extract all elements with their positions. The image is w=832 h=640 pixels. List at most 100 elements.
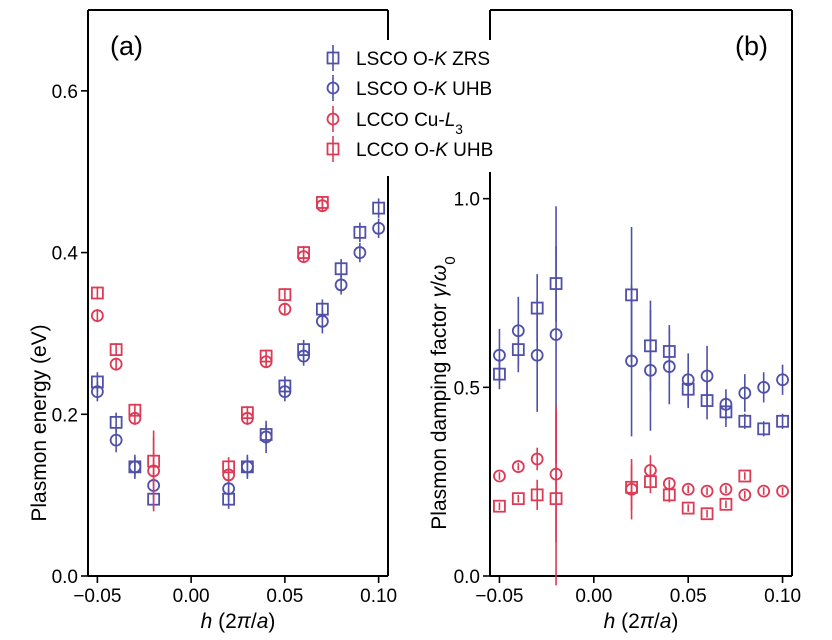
y-tick-label: 0.4 [52, 244, 79, 265]
data-point [278, 385, 292, 399]
data-point [662, 360, 676, 373]
data-point [757, 484, 771, 498]
panel-b: −0.05 0.00 0.05 0.10 0.0 0.5 1.0 h (2π/a) Plasmo… [428, 9, 801, 633]
data-point [109, 433, 123, 447]
data-point [644, 363, 657, 377]
data-point [353, 225, 367, 239]
legend-label: LSCO O-K UHB [356, 79, 492, 100]
data-point [353, 246, 367, 259]
y-tick-label: 1.0 [454, 190, 480, 211]
legend-label: LSCO O-K ZRS [356, 49, 490, 70]
data-point [128, 403, 142, 417]
data-point [222, 460, 236, 474]
data-point [681, 373, 695, 387]
legend: LSCO O-K ZRS LSCO O-K UHB LCCO Cu-L3 LCCO O… [312, 40, 534, 172]
data-point [511, 460, 525, 473]
x-tick-label: −0.05 [475, 586, 523, 607]
x-tick-label: 0.00 [173, 586, 210, 607]
data-point [700, 369, 714, 383]
data-point [315, 196, 329, 209]
data-point [493, 499, 506, 513]
data-point [259, 430, 273, 444]
data-point [128, 460, 142, 474]
data-point [625, 480, 638, 494]
data-point [372, 221, 386, 235]
data-point [549, 492, 563, 506]
data-point [644, 475, 657, 489]
data-point [511, 492, 525, 506]
panel-label: (b) [735, 31, 768, 61]
data-point [700, 507, 714, 521]
data-point [530, 452, 544, 466]
data-point [334, 262, 348, 276]
y-tick-label: 0.0 [52, 567, 78, 588]
series-3 [493, 411, 752, 586]
data-point [530, 348, 544, 362]
data-point [719, 482, 733, 496]
y-axis-title: Plasmon damping factor γ/ω0 [428, 256, 459, 529]
series-3 [90, 157, 348, 486]
data-point [738, 469, 752, 483]
data-point [90, 385, 104, 399]
data-point [259, 349, 273, 363]
data-point [109, 343, 123, 357]
data-point [625, 354, 638, 368]
data-point [719, 397, 733, 411]
data-point [315, 314, 329, 328]
y-tick-label: 0.0 [454, 567, 480, 588]
legend-label: LCCO Cu-L3 [356, 110, 463, 137]
data-point [278, 302, 292, 316]
y-tick-label: 0.5 [454, 378, 480, 399]
data-point [90, 286, 104, 300]
x-tick-label: 0.00 [575, 586, 612, 607]
x-tick-label: 0.10 [764, 586, 801, 607]
data-point [681, 482, 695, 496]
data-point [738, 488, 752, 502]
data-point [240, 406, 254, 420]
data-point [719, 497, 733, 511]
legend-marker [326, 81, 340, 95]
data-point [334, 278, 348, 292]
data-point [493, 469, 506, 483]
series-1 [493, 206, 789, 463]
data-point [297, 246, 311, 259]
data-point [530, 488, 544, 502]
data-point [738, 414, 752, 428]
panel-a: −0.05 0.00 0.05 0.10 0.0 0.2 0.4 0.6 h (2π/a) Pla… [28, 9, 397, 633]
data-point [738, 386, 752, 400]
data-point [493, 348, 506, 362]
data-point [776, 373, 789, 387]
x-tick-label: −0.05 [73, 586, 121, 607]
legend-marker [326, 142, 340, 156]
data-point [109, 357, 123, 371]
x-tick-label: 0.05 [266, 586, 303, 607]
y-axis-title: Plasmon energy (eV) [28, 324, 51, 521]
y-tick-label: 0.2 [52, 405, 78, 426]
x-tick-label: 0.05 [670, 586, 707, 607]
data-point [90, 309, 104, 323]
data-point [297, 349, 311, 363]
data-point [757, 422, 771, 436]
data-point [681, 501, 695, 515]
data-point [662, 488, 676, 502]
legend-label: LCCO O-K UHB [356, 140, 493, 161]
data-point [776, 414, 789, 428]
y-tick-label: 0.6 [52, 82, 78, 103]
legend-background [312, 40, 534, 172]
data-point [757, 380, 771, 394]
x-axis-title: h (2π/a) [604, 610, 679, 633]
x-axis-title: h (2π/a) [201, 610, 276, 633]
data-point [776, 484, 789, 498]
legend-marker [326, 51, 340, 65]
data-point [700, 484, 714, 498]
data-point [109, 415, 123, 429]
data-point [222, 482, 236, 496]
legend-marker [326, 112, 340, 126]
data-point [549, 328, 563, 341]
data-point [372, 201, 386, 215]
data-point [278, 288, 292, 302]
x-tick-label: 0.10 [360, 586, 397, 607]
panel-label: (a) [110, 31, 143, 61]
data-point [240, 460, 254, 474]
